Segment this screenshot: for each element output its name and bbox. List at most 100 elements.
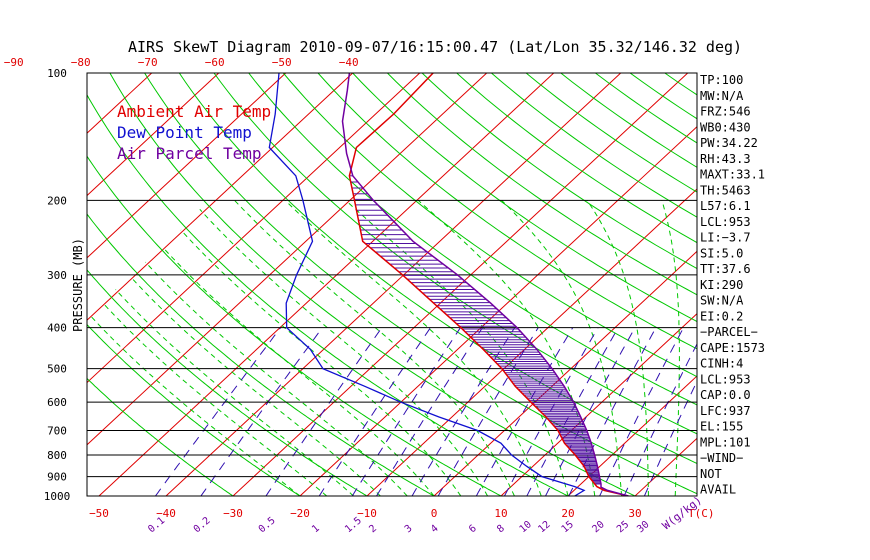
index-entry: EL:155 xyxy=(700,420,743,434)
parcel-temp-profile xyxy=(341,73,629,496)
dry-adiabat xyxy=(490,73,697,218)
pressure-tick-1000: 1000 xyxy=(44,490,71,503)
mixing-ratio-tick: 0.2 xyxy=(192,515,213,535)
dry-adiabat xyxy=(87,155,503,496)
isotherm-line xyxy=(366,188,697,496)
index-entry: WB0:430 xyxy=(700,120,751,134)
index-entry: AVAIL xyxy=(700,483,736,497)
dry-adiabat xyxy=(754,64,870,505)
index-entry: FRZ:546 xyxy=(700,105,751,119)
dry-adiabat xyxy=(317,73,697,350)
mixing-ratio-tick: 0.5 xyxy=(257,515,278,535)
index-entry: MPL:101 xyxy=(700,435,751,449)
dewpoint-profile xyxy=(268,73,586,496)
bottom-temp-tick: 20 xyxy=(561,507,574,520)
mixing-ratio-line xyxy=(623,342,697,496)
dry-adiabat xyxy=(788,64,870,505)
dry-adiabat xyxy=(663,73,697,96)
legend: Ambient Air Temp Dew Point Temp Air Parc… xyxy=(117,102,271,163)
index-entry: CAPE:1573 xyxy=(700,341,765,355)
dry-adiabat xyxy=(455,73,697,244)
moist-adiabat xyxy=(131,277,381,496)
top-temp-tick: −50 xyxy=(272,56,292,69)
legend-parcel: Air Parcel Temp xyxy=(117,144,262,163)
isotherm-line xyxy=(0,73,18,496)
isotherm-line xyxy=(87,73,488,446)
moist-adiabat xyxy=(417,199,596,496)
moist-adiabat xyxy=(115,289,354,496)
bottom-temp-tick: 0 xyxy=(431,507,438,520)
bottom-temp-tick: −30 xyxy=(223,507,243,520)
mixing-ratio-tick: 3 xyxy=(403,523,415,535)
pressure-tick-100: 100 xyxy=(47,67,67,80)
pressure-tick-500: 500 xyxy=(47,363,67,376)
bottom-temp-tick: −10 xyxy=(357,507,377,520)
dry-adiabat xyxy=(87,93,570,496)
mixing-ratio-tick: 30 xyxy=(635,519,651,535)
isotherm-line xyxy=(299,126,697,496)
dry-adiabat xyxy=(87,213,436,496)
moist-adiabat xyxy=(90,315,301,496)
dry-adiabat xyxy=(822,64,870,505)
index-entry: TT:37.6 xyxy=(700,262,751,276)
top-temp-tick: −80 xyxy=(71,56,91,69)
dry-adiabat xyxy=(87,377,234,496)
isotherm-line xyxy=(87,73,354,321)
bottom-temperature-tick-labels: −50 −40 −30 −20 −10 0 10 20 30 xyxy=(89,507,642,520)
legend-dewpoint: Dew Point Temp xyxy=(117,123,252,142)
pressure-tick-labels: 100 200 300 400 500 600 700 800 900 1000 xyxy=(44,67,71,503)
pressure-tick-300: 300 xyxy=(47,269,67,282)
index-entry: −PARCEL− xyxy=(700,325,758,339)
y-axis-label: PRESSURE (MB) xyxy=(71,238,85,332)
mixing-ratio-tick: 25 xyxy=(615,519,631,535)
isotherm-line xyxy=(87,73,220,197)
dry-adiabat xyxy=(248,73,697,406)
moist-adiabat xyxy=(234,199,515,496)
moist-adiabat xyxy=(345,199,569,496)
plot-frame xyxy=(86,72,698,497)
legend-ambient: Ambient Air Temp xyxy=(117,102,271,121)
isotherm-line xyxy=(87,73,287,259)
index-entry: CINH:4 xyxy=(700,357,743,371)
pressure-tick-800: 800 xyxy=(47,449,67,462)
index-entry: CAP:0.0 xyxy=(700,388,751,402)
bottom-temp-tick: 10 xyxy=(494,507,507,520)
index-entry: SW:N/A xyxy=(700,294,744,308)
mixing-ratio-tick: 15 xyxy=(560,519,576,535)
moist-adiabat xyxy=(102,302,328,496)
index-entry: LI:−3.7 xyxy=(700,231,751,245)
bottom-temp-tick: −50 xyxy=(89,507,109,520)
index-entry: LCL:953 xyxy=(700,215,751,229)
top-temp-tick: −90 xyxy=(4,56,24,69)
dry-adiabat xyxy=(144,73,697,495)
mixing-ratio-tick: 8 xyxy=(495,523,507,535)
pressure-tick-700: 700 xyxy=(47,425,67,438)
dry-adiabat xyxy=(87,323,301,496)
bottom-temp-tick: 30 xyxy=(628,507,641,520)
isotherm-line xyxy=(433,250,697,496)
top-temperature-tick-labels: −120−110−100−90−80−70−60−50−40 xyxy=(4,56,359,69)
mixing-ratio-line xyxy=(318,327,431,496)
pressure-tick-600: 600 xyxy=(47,396,67,409)
isotherm-line xyxy=(500,312,697,496)
pressure-tick-900: 900 xyxy=(47,471,67,484)
dry-adiabat xyxy=(386,73,697,296)
mixing-ratio-tick: 20 xyxy=(590,519,606,535)
index-entry: TH:5463 xyxy=(700,183,751,197)
bottom-temp-tick: −40 xyxy=(156,507,176,520)
bottom-temp-tick: −20 xyxy=(290,507,310,520)
index-entry: EI:0.2 xyxy=(700,309,743,323)
isotherm-line xyxy=(232,73,689,496)
isotherm-line xyxy=(98,73,555,496)
profiles xyxy=(268,73,629,496)
mixing-ratio-tick: 6 xyxy=(467,523,479,535)
dry-adiabat xyxy=(857,64,870,505)
isotherm-line xyxy=(165,73,622,496)
mixing-ratio-tick: 4 xyxy=(429,523,441,535)
mixing-ratio-tick: 1 xyxy=(310,523,322,535)
index-entry: KI:290 xyxy=(700,278,743,292)
top-temp-tick: −40 xyxy=(339,56,359,69)
isotherm-line xyxy=(87,73,421,384)
